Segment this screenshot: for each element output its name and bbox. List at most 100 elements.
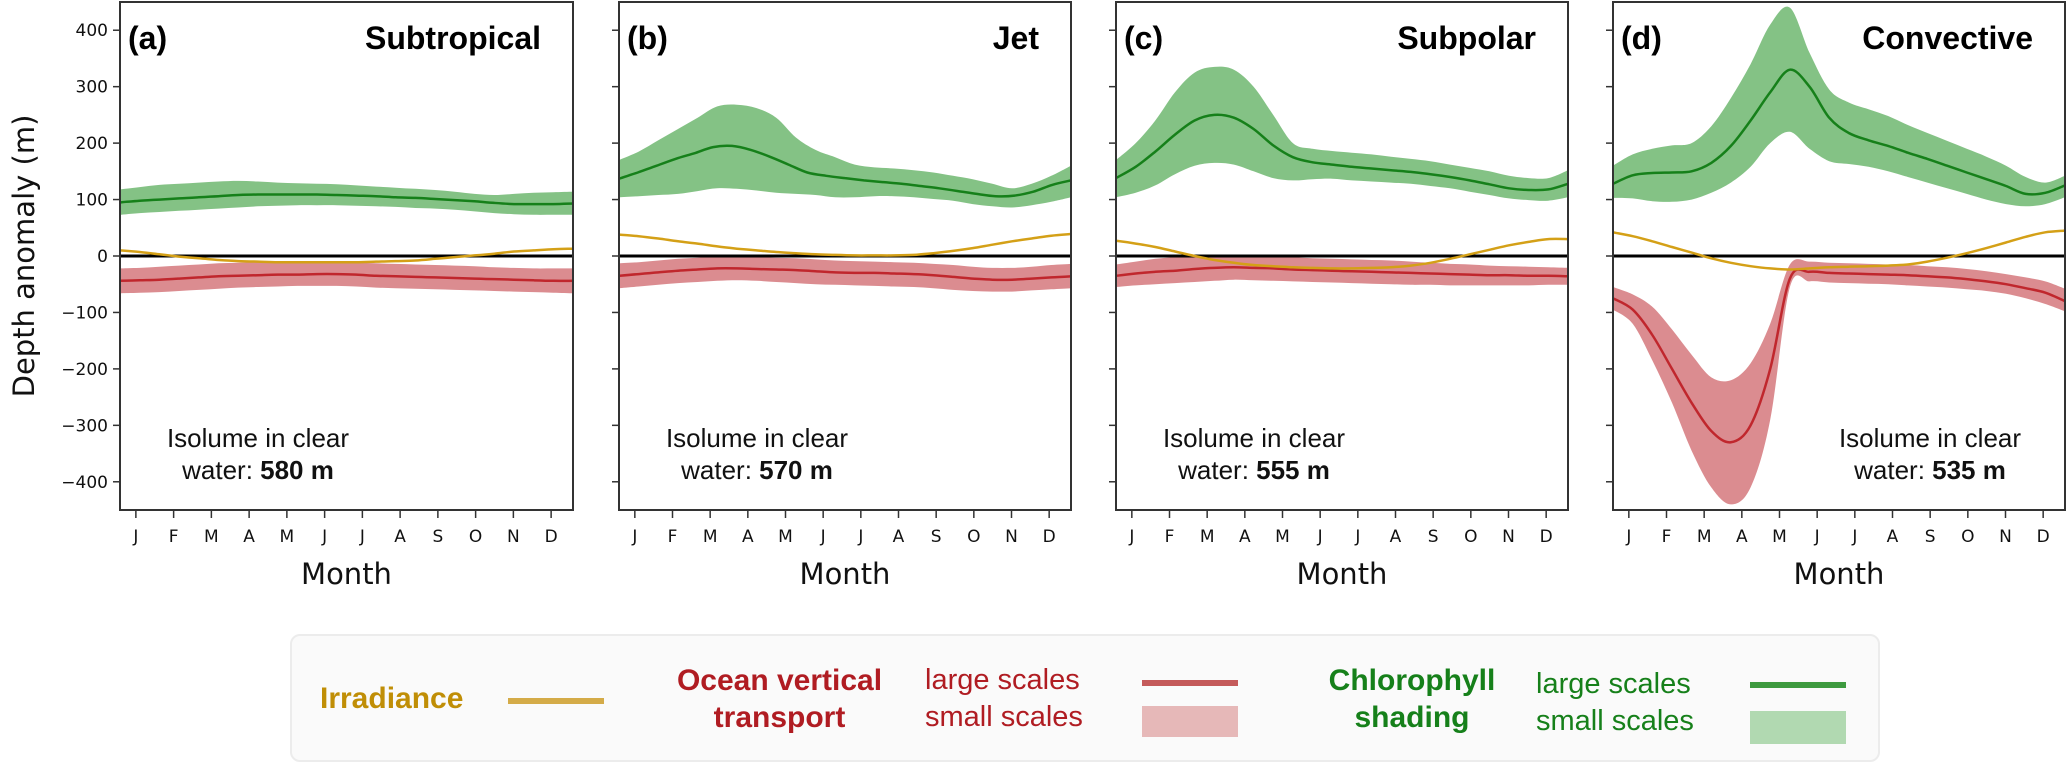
x-tick-label: O bbox=[1961, 527, 1974, 547]
panels-group: 400 300 200 100 0 −100 −200 −300 −400 J F M A M J J A S O N… bbox=[61, 1, 2066, 591]
x-tick-label: M bbox=[778, 527, 793, 547]
x-tick-label: O bbox=[469, 527, 482, 547]
panel-title: Convective bbox=[1862, 20, 2033, 56]
isolume-annotation-line1: Isolume in clear bbox=[1163, 423, 1345, 453]
chlorophyll-large-scales-line bbox=[120, 193, 573, 206]
y-axis-label: Depth anomaly (m) bbox=[7, 115, 41, 398]
x-axis-label: Month bbox=[800, 557, 891, 591]
x-tick-label: F bbox=[1662, 527, 1672, 547]
y-tick-label: −400 bbox=[61, 473, 108, 493]
panel-b: J F M A M J J A S O N D Month (b) Jet Isolume in clearw… bbox=[612, 1, 1072, 591]
x-tick-label: M bbox=[1772, 527, 1787, 547]
x-tick-label: J bbox=[321, 527, 327, 547]
plot-area bbox=[120, 180, 573, 294]
y-tick-label: −300 bbox=[61, 416, 108, 436]
x-tick-label: J bbox=[1851, 527, 1857, 547]
isolume-prefix: water: bbox=[1853, 455, 1932, 485]
panel-d: J F M A M J J A S O N D Month (d) Convective Isolume in… bbox=[1606, 1, 2066, 591]
plot-area bbox=[1613, 6, 2065, 505]
x-tick-label: D bbox=[1043, 527, 1056, 547]
x-tick-label: F bbox=[169, 527, 179, 547]
chlorophyll-small-scales-band bbox=[1116, 66, 1568, 201]
legend-ocean-label-line2: transport bbox=[713, 701, 846, 734]
ocean-small-scales-band bbox=[120, 262, 573, 294]
x-tick-label: M bbox=[1697, 527, 1712, 547]
x-tick-label: J bbox=[857, 527, 863, 547]
chlorophyll-small-scales-band bbox=[1613, 6, 2065, 207]
x-tick-label: J bbox=[820, 527, 826, 547]
legend-chl-large-line bbox=[1750, 682, 1846, 688]
isolume-annotation-line2: water: 535 m bbox=[1853, 455, 2006, 485]
x-tick-label: J bbox=[132, 527, 138, 547]
x-tick-label: O bbox=[967, 527, 980, 547]
irradiance-line bbox=[619, 232, 1071, 257]
isolume-value: 570 m bbox=[759, 455, 833, 485]
legend-irradiance-line bbox=[508, 698, 604, 704]
irradiance-line bbox=[120, 247, 573, 264]
panel-tag: (a) bbox=[128, 20, 167, 56]
y-tick-label: −100 bbox=[61, 303, 108, 323]
plot-area bbox=[619, 104, 1071, 292]
y-tick-label: −200 bbox=[61, 360, 108, 380]
x-tick-label: D bbox=[1540, 527, 1553, 547]
ocean-large-scales-line bbox=[619, 267, 1071, 282]
legend-ocean-large-label: large scales bbox=[925, 664, 1080, 696]
x-tick-label: A bbox=[1239, 527, 1251, 547]
x-tick-label: A bbox=[742, 527, 754, 547]
ocean-large-scales-line bbox=[1613, 268, 2065, 444]
x-tick-label: S bbox=[432, 527, 443, 547]
x-tick-label: A bbox=[243, 527, 255, 547]
ocean-small-scales-band bbox=[1613, 259, 2065, 505]
x-axis-label: Month bbox=[1297, 557, 1388, 591]
isolume-annotation-line1: Isolume in clear bbox=[167, 423, 349, 453]
legend-ocean-small-label: small scales bbox=[925, 701, 1083, 733]
legend-ocean-label-line1: Ocean vertical bbox=[676, 664, 883, 697]
isolume-value: 580 m bbox=[260, 455, 334, 485]
y-tick-label: 0 bbox=[97, 247, 108, 267]
isolume-annotation-line1: Isolume in clear bbox=[1839, 423, 2021, 453]
x-tick-label: S bbox=[1925, 527, 1936, 547]
x-axis-label: Month bbox=[1794, 557, 1885, 591]
panel-tag: (b) bbox=[627, 20, 668, 56]
x-tick-label: A bbox=[394, 527, 406, 547]
panel-c: J F M A M J J A S O N D Month (c) Subpolar Isolume in c… bbox=[1109, 1, 1569, 591]
x-tick-label: D bbox=[545, 527, 558, 547]
legend: Irradiance Ocean vertical transport larg… bbox=[290, 634, 1880, 762]
legend-chl-small-label: small scales bbox=[1536, 705, 1694, 737]
panel-title: Subtropical bbox=[365, 20, 541, 56]
x-tick-label: M bbox=[204, 527, 219, 547]
panel-tag: (c) bbox=[1124, 20, 1163, 56]
y-tick-label: 100 bbox=[76, 191, 108, 211]
isolume-annotation-line2: water: 580 m bbox=[181, 455, 334, 485]
legend-chl-small-band bbox=[1750, 711, 1846, 744]
legend-chl-large-label: large scales bbox=[1536, 668, 1691, 700]
chlorophyll-large-scales-line bbox=[619, 144, 1071, 198]
irradiance-line bbox=[1116, 237, 1568, 270]
x-tick-label: O bbox=[1464, 527, 1477, 547]
x-tick-label: N bbox=[507, 527, 520, 547]
x-tick-label: J bbox=[1128, 527, 1134, 547]
isolume-prefix: water: bbox=[680, 455, 759, 485]
x-tick-label: M bbox=[703, 527, 718, 547]
isolume-prefix: water: bbox=[181, 455, 260, 485]
panel-title: Subpolar bbox=[1397, 20, 1536, 56]
irradiance-line bbox=[1613, 229, 2065, 271]
x-tick-label: M bbox=[280, 527, 295, 547]
panel-a: 400 300 200 100 0 −100 −200 −300 −400 J F M A M J J A S O N… bbox=[61, 1, 574, 591]
isolume-prefix: water: bbox=[1177, 455, 1256, 485]
x-tick-label: N bbox=[1005, 527, 1018, 547]
x-tick-label: J bbox=[631, 527, 637, 547]
x-tick-label: J bbox=[1814, 527, 1820, 547]
x-tick-label: A bbox=[1736, 527, 1748, 547]
isolume-value: 555 m bbox=[1256, 455, 1330, 485]
legend-ocean-large-line bbox=[1142, 680, 1238, 686]
isolume-annotation-line2: water: 570 m bbox=[680, 455, 833, 485]
ocean-large-scales-line bbox=[1116, 266, 1568, 278]
chlorophyll-large-scales-line bbox=[1116, 113, 1568, 192]
isolume-annotation-line1: Isolume in clear bbox=[666, 423, 848, 453]
x-tick-label: A bbox=[1390, 527, 1402, 547]
y-tick-label: 200 bbox=[76, 134, 108, 154]
x-tick-label: M bbox=[1200, 527, 1215, 547]
chlorophyll-small-scales-band bbox=[619, 104, 1071, 208]
panel-tag: (d) bbox=[1621, 20, 1662, 56]
